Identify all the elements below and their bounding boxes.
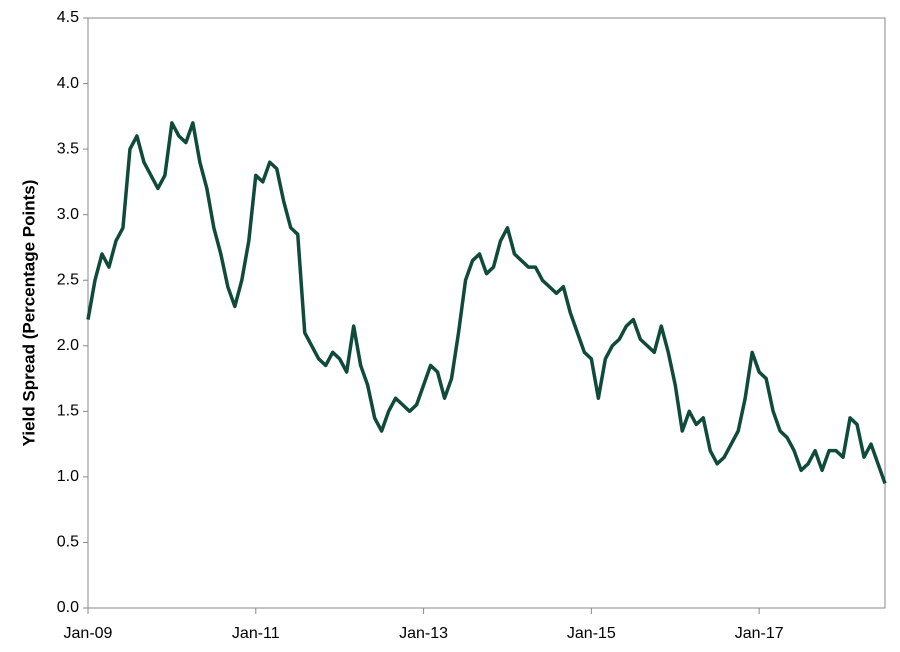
y-tick-label: 2.5 bbox=[57, 271, 79, 288]
y-tick-label: 1.5 bbox=[57, 403, 79, 420]
y-tick-label: 0.0 bbox=[57, 599, 79, 616]
y-axis-label: Yield Spread (Percentage Points) bbox=[19, 180, 38, 447]
y-tick-label: 2.0 bbox=[57, 337, 79, 354]
data-line bbox=[86, 121, 887, 485]
y-tick-label: 3.0 bbox=[57, 206, 79, 223]
y-tick-label: 0.5 bbox=[57, 534, 79, 551]
plot-frame bbox=[87, 17, 886, 609]
x-tick-label: Jan-15 bbox=[567, 625, 616, 642]
y-tick-label: 4.5 bbox=[57, 9, 79, 26]
x-tick-label: Jan-09 bbox=[64, 625, 113, 642]
x-tick-label: Jan-13 bbox=[399, 625, 448, 642]
y-tick-label: 3.5 bbox=[57, 140, 79, 157]
x-tick-label: Jan-17 bbox=[735, 625, 784, 642]
y-tick-label: 4.0 bbox=[57, 75, 79, 92]
x-tick-label: Jan-11 bbox=[232, 625, 280, 642]
y-tick-label: 1.0 bbox=[57, 468, 79, 485]
